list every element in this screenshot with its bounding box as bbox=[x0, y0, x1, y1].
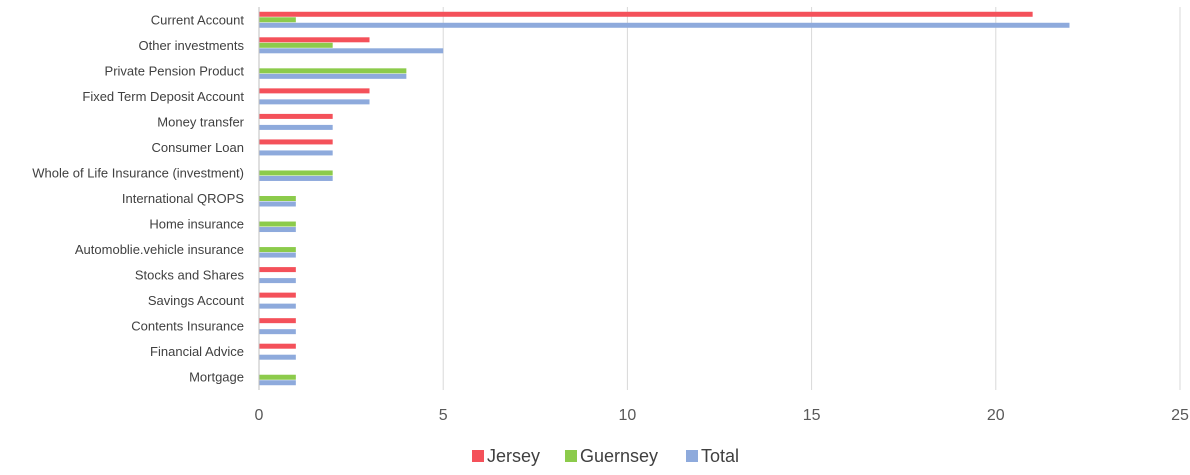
bar-jersey-13 bbox=[259, 343, 296, 349]
bar-total-6 bbox=[259, 175, 333, 181]
bar-jersey-11 bbox=[259, 292, 296, 298]
category-label: Mortgage bbox=[189, 370, 244, 385]
legend-item-guernsey[interactable]: Guernsey bbox=[565, 446, 658, 466]
legend-label-total: Total bbox=[701, 446, 739, 466]
gridlines bbox=[442, 7, 1181, 390]
bar-guernsey-2 bbox=[259, 68, 407, 74]
category-label: Automoblie.vehicle insurance bbox=[75, 242, 244, 257]
legend-item-jersey[interactable]: Jersey bbox=[472, 446, 540, 466]
x-tick-label-25: 25 bbox=[1171, 407, 1189, 424]
bar-jersey-10 bbox=[259, 267, 296, 273]
bar-jersey-4 bbox=[259, 113, 333, 119]
bar-total-8 bbox=[259, 227, 296, 233]
category-label: Savings Account bbox=[148, 293, 245, 308]
category-label: Fixed Term Deposit Account bbox=[82, 89, 244, 104]
bar-total-12 bbox=[259, 329, 296, 335]
bar-total-4 bbox=[259, 124, 333, 130]
category-label: Private Pension Product bbox=[105, 63, 245, 78]
category-labels: Current Account Other investments Private … bbox=[32, 12, 244, 384]
bar-total-2 bbox=[259, 73, 407, 79]
bar-total-10 bbox=[259, 278, 296, 284]
bar-guernsey-7 bbox=[259, 196, 296, 201]
x-tick-label-0: 0 bbox=[255, 407, 264, 424]
bar-jersey-3 bbox=[259, 88, 370, 94]
bar-total-13 bbox=[259, 354, 296, 360]
x-tick-label-10: 10 bbox=[619, 407, 637, 424]
category-label: Financial Advice bbox=[150, 344, 244, 359]
legend-swatch-total bbox=[686, 450, 698, 462]
category-label: Contents Insurance bbox=[131, 319, 244, 334]
category-label: Whole of Life Insurance (investment) bbox=[32, 165, 244, 180]
bar-total-7 bbox=[259, 201, 296, 207]
legend-label-jersey: Jersey bbox=[487, 446, 540, 466]
legend-swatch-jersey bbox=[472, 450, 484, 462]
bar-total-14 bbox=[259, 380, 296, 386]
bar-guernsey-0 bbox=[259, 17, 296, 23]
bar-jersey-5 bbox=[259, 139, 333, 145]
category-label: Consumer Loan bbox=[152, 140, 245, 155]
legend[interactable]: Jersey Guernsey Total bbox=[472, 446, 739, 466]
category-label: Other investments bbox=[139, 38, 245, 53]
bar-total-11 bbox=[259, 303, 296, 309]
legend-swatch-guernsey bbox=[565, 450, 577, 462]
category-label: Money transfer bbox=[157, 114, 244, 129]
bar-guernsey-6 bbox=[259, 170, 333, 176]
x-tick-label-15: 15 bbox=[803, 407, 821, 424]
x-tick-label-5: 5 bbox=[439, 407, 448, 424]
bar-jersey-0 bbox=[259, 11, 1033, 17]
legend-label-guernsey: Guernsey bbox=[580, 446, 658, 466]
bar-total-5 bbox=[259, 150, 333, 156]
bar-total-9 bbox=[259, 252, 296, 258]
bar-guernsey-14 bbox=[259, 374, 296, 380]
bar-guernsey-9 bbox=[259, 247, 296, 253]
bar-total-3 bbox=[259, 99, 370, 105]
bars bbox=[259, 11, 1070, 386]
category-label: Stocks and Shares bbox=[135, 268, 245, 283]
bar-guernsey-1 bbox=[259, 42, 333, 48]
category-label: International QROPS bbox=[122, 191, 244, 206]
bar-jersey-12 bbox=[259, 318, 296, 324]
bar-guernsey-8 bbox=[259, 221, 296, 227]
category-label: Home insurance bbox=[149, 217, 244, 232]
bar-total-0 bbox=[259, 22, 1070, 28]
bar-total-1 bbox=[259, 48, 444, 54]
x-tick-label-20: 20 bbox=[987, 407, 1005, 424]
bar-jersey-1 bbox=[259, 37, 370, 43]
x-tick-labels: 0 5 10 15 20 25 bbox=[255, 407, 1189, 424]
category-label: Current Account bbox=[151, 12, 245, 27]
legend-item-total[interactable]: Total bbox=[686, 446, 739, 466]
